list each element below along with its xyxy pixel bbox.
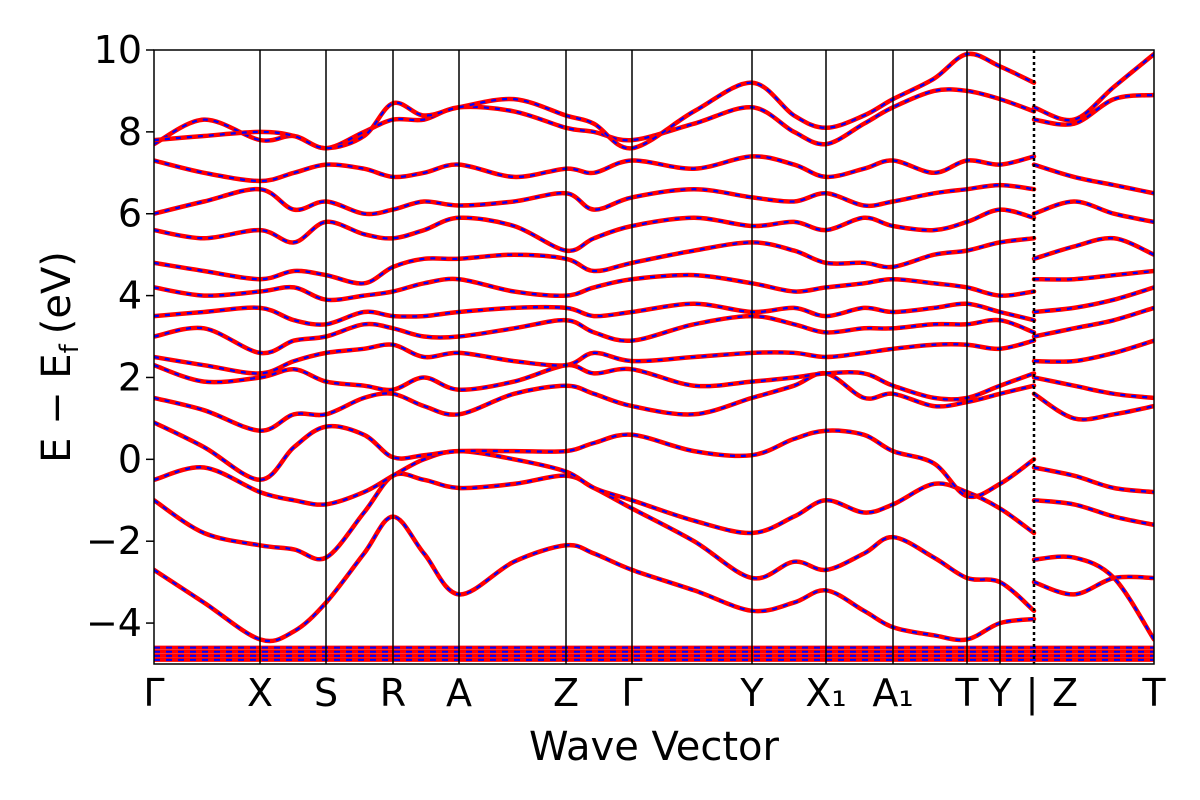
band-line xyxy=(1031,92,1154,127)
y-axis-label-unit: (eV) xyxy=(34,251,80,334)
y-tick-label: 6 xyxy=(118,192,142,236)
x-tick-label: T xyxy=(954,671,979,715)
x-tick-label: Y xyxy=(987,671,1012,715)
band-line xyxy=(154,448,1037,536)
y-tick-label: 4 xyxy=(118,274,142,318)
x-tick-label: A xyxy=(446,671,472,715)
y-axis-ticks: 10 8 6 4 2 0 −2 −4 xyxy=(86,28,154,645)
band-line xyxy=(1031,285,1154,315)
band-line-overlay xyxy=(154,237,1035,285)
band-line-overlay xyxy=(154,302,1035,326)
band-line-overlay xyxy=(1033,269,1154,281)
band-line xyxy=(154,301,1037,327)
band-line xyxy=(1031,498,1154,528)
band-line xyxy=(154,370,1037,433)
x-tick-label: Z xyxy=(1052,671,1078,715)
band-line-overlay xyxy=(154,155,1035,183)
y-tick-label: 10 xyxy=(94,28,142,72)
band-line xyxy=(1031,235,1154,262)
band-line xyxy=(154,236,1037,286)
x-tick-label: Γ xyxy=(621,671,642,715)
band-line xyxy=(154,154,1037,184)
x-tick-label: Y xyxy=(739,671,764,715)
y-tick-label: 2 xyxy=(118,355,142,399)
band-line-overlay xyxy=(154,472,1035,612)
band-line-overlay xyxy=(154,372,1035,432)
band-line xyxy=(1031,338,1154,364)
band-line xyxy=(1031,465,1154,495)
y-axis-label: E − Ef (eV) xyxy=(34,251,85,463)
band-line xyxy=(154,514,1037,644)
y-tick-label: −4 xyxy=(86,601,142,645)
x-tick-label: | xyxy=(1026,671,1039,716)
bands-layer xyxy=(154,51,1154,662)
band-line-overlay xyxy=(154,314,1035,355)
band-line-overlay xyxy=(154,339,1035,375)
x-tick-label: A₁ xyxy=(872,671,913,715)
band-line-overlay xyxy=(154,208,1035,252)
plot-frame xyxy=(153,49,1155,665)
x-tick-label: X xyxy=(247,671,273,715)
y-tick-label: 0 xyxy=(118,437,142,481)
x-tick-label: T xyxy=(1141,671,1166,715)
band-line-overlay xyxy=(154,515,1035,643)
y-tick-label: −2 xyxy=(86,519,142,563)
band-line xyxy=(1031,199,1154,225)
band-line-overlay xyxy=(1033,53,1154,122)
y-tick-label: 8 xyxy=(118,110,142,154)
band-line-overlay xyxy=(1033,93,1154,126)
band-line-overlay xyxy=(1033,555,1154,641)
band-line xyxy=(1031,554,1154,642)
band-line-overlay xyxy=(154,364,1035,401)
x-tick-label: Γ xyxy=(143,671,164,715)
band-line-overlay xyxy=(154,52,1035,150)
band-line xyxy=(1031,375,1154,401)
band-line xyxy=(154,471,1037,614)
x-tick-label: S xyxy=(314,671,338,715)
x-tick-label: Z xyxy=(553,671,579,715)
x-axis-label: Wave Vector xyxy=(529,724,780,770)
band-line xyxy=(154,87,1037,151)
band-line-overlay xyxy=(154,421,1035,498)
x-tick-label: X₁ xyxy=(805,671,846,715)
band-line xyxy=(1031,574,1154,597)
band-line xyxy=(154,182,1037,217)
y-axis-label-main: E − E xyxy=(34,353,80,463)
band-line xyxy=(1031,305,1154,339)
y-axis-label-subscript: f xyxy=(55,343,85,353)
x-axis-ticks: Γ X S R A Z Γ Y X₁ A₁ T Y | Z T xyxy=(143,671,1166,716)
band-line xyxy=(1031,162,1154,196)
high-symmetry-lines xyxy=(259,50,1036,664)
band-line-overlay xyxy=(154,88,1035,150)
x-tick-label: R xyxy=(380,671,406,715)
band-line-overlay xyxy=(154,273,1035,302)
band-line-overlay xyxy=(1033,392,1154,421)
band-line xyxy=(154,207,1037,254)
band-line-overlay xyxy=(154,449,1035,535)
